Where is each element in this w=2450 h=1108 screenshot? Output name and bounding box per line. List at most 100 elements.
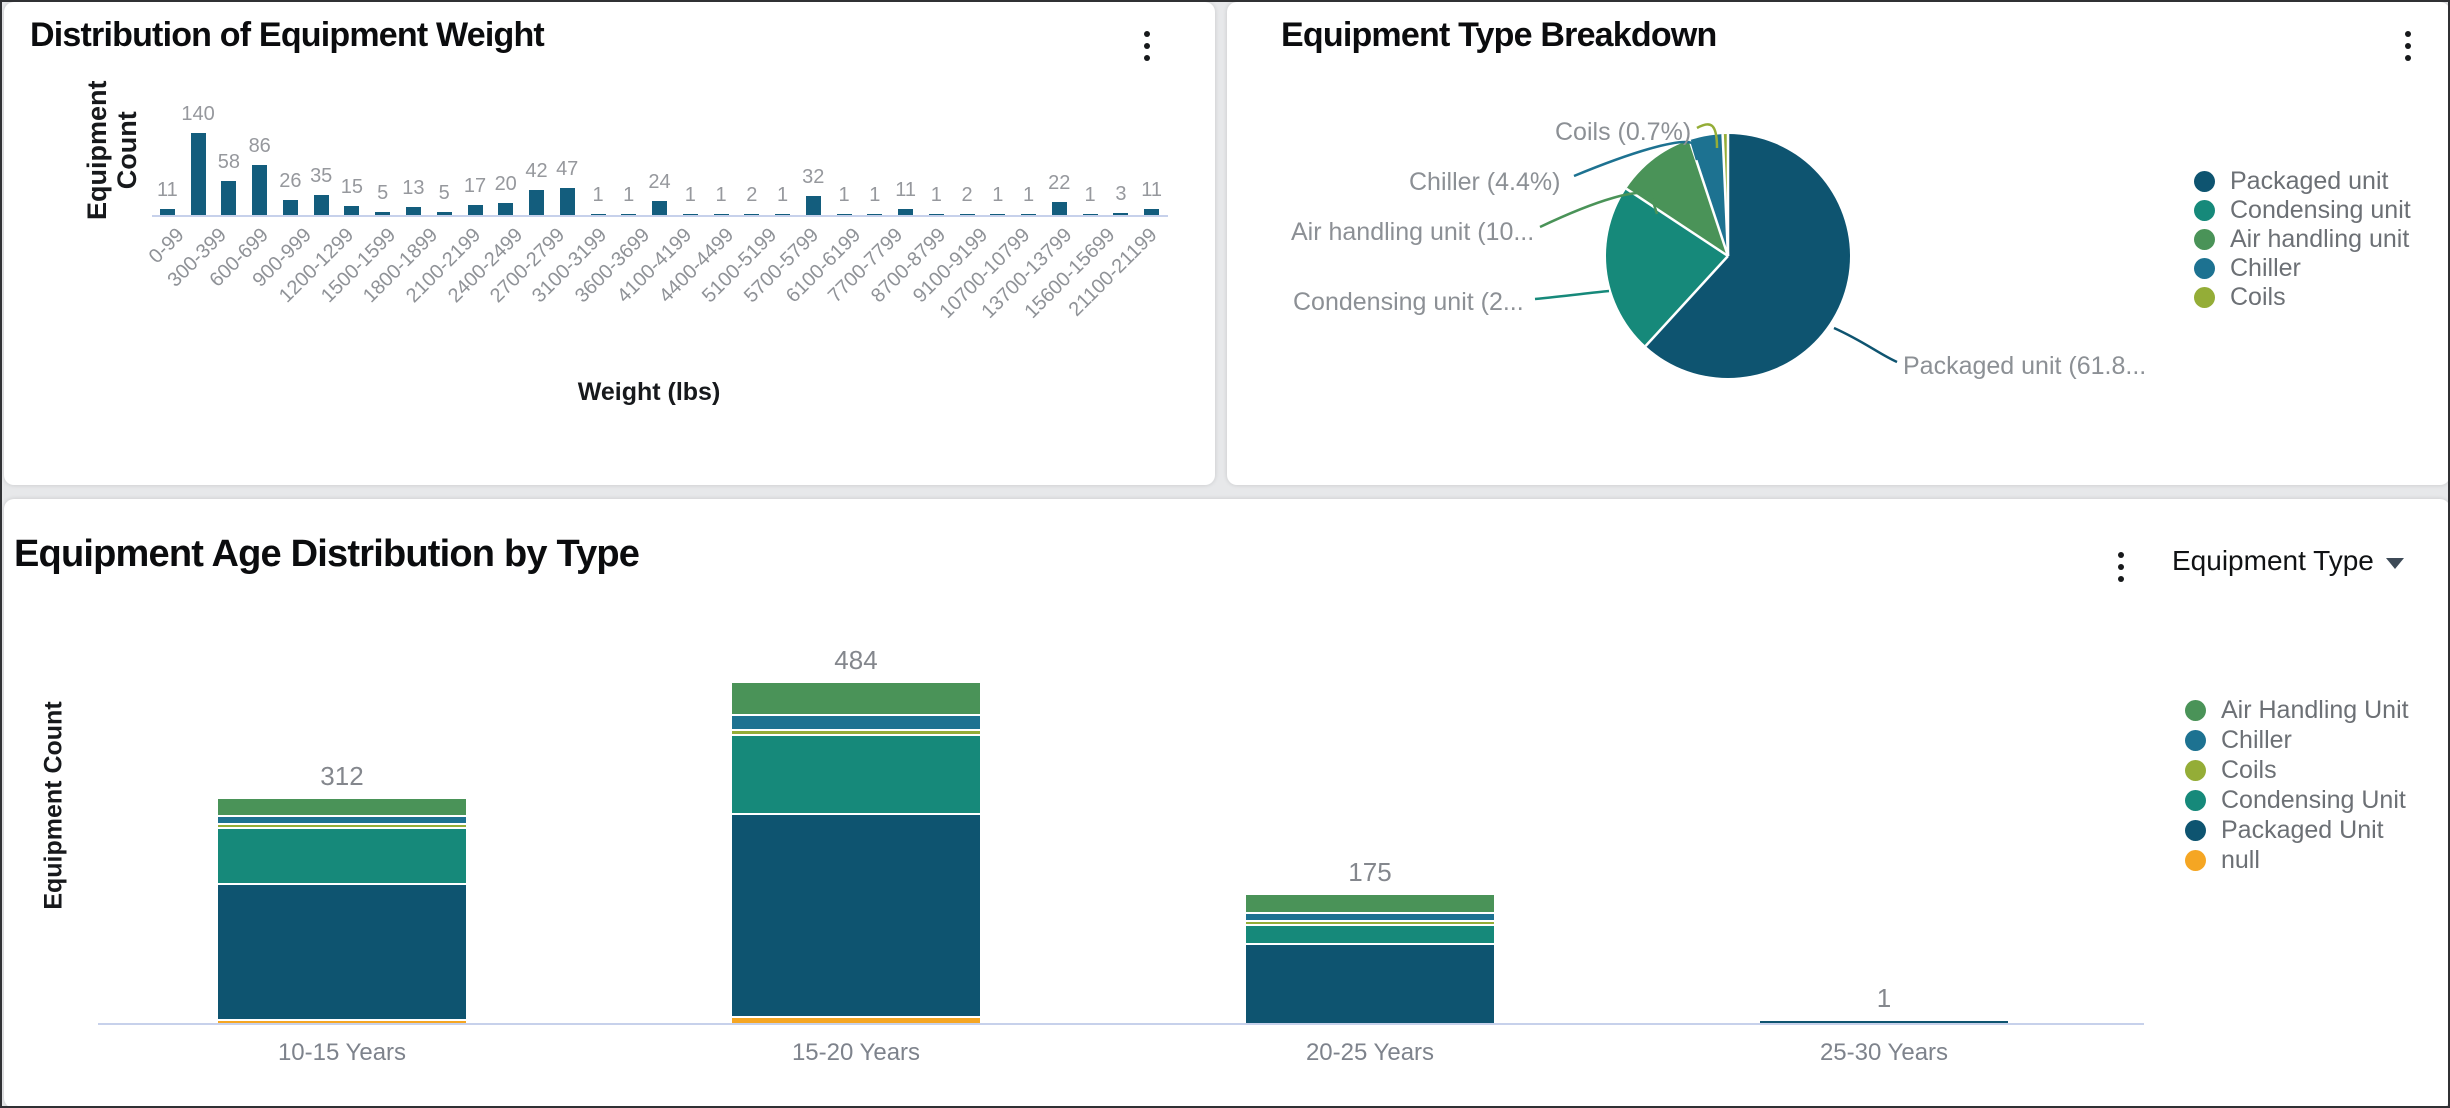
legend-item[interactable]: Condensing unit	[2194, 196, 2411, 225]
age-bar-segment-air-handling-unit[interactable]	[218, 798, 466, 815]
age-stacked-bar[interactable]	[218, 798, 466, 1023]
legend-swatch-icon	[2194, 171, 2215, 192]
age-bar-total-label: 312	[320, 760, 364, 791]
age-y-axis-label: Equipment Count	[39, 701, 68, 910]
weight-bar-value-label: 26	[279, 169, 302, 192]
legend-item[interactable]: Chiller	[2185, 725, 2409, 755]
weight-bar-value-label: 15	[340, 176, 364, 199]
legend-item[interactable]: null	[2185, 845, 2409, 875]
weight-bar[interactable]	[805, 196, 821, 215]
weight-bar-value-label: 24	[648, 170, 671, 193]
legend-item[interactable]: Air Handling Unit	[2185, 695, 2409, 725]
weight-bar[interactable]	[621, 213, 637, 215]
weight-bar[interactable]	[159, 208, 175, 215]
equipment-type-dropdown[interactable]: Equipment Type	[2172, 545, 2404, 577]
equipment-type-dropdown-label: Equipment Type	[2172, 545, 2374, 576]
age-bar-segment-coils[interactable]	[218, 825, 466, 828]
age-bar-segment-coils[interactable]	[732, 731, 980, 734]
weight-bar[interactable]	[744, 213, 760, 215]
age-bar-segment-null[interactable]	[218, 1020, 466, 1023]
kebab-menu-icon[interactable]	[2395, 24, 2421, 68]
age-bar-segment-packaged-unit[interactable]	[732, 815, 980, 1017]
weight-bar[interactable]	[190, 133, 206, 215]
age-bar-segment-condensing-unit[interactable]	[732, 735, 980, 814]
equipment-type-pie[interactable]	[1606, 134, 1850, 378]
age-bar-segment-chiller[interactable]	[732, 716, 980, 730]
weight-chart-title: Distribution of Equipment Weight	[30, 16, 545, 54]
age-chart-title: Equipment Age Distribution by Type	[14, 533, 640, 575]
legend-item[interactable]: Packaged unit	[2194, 167, 2411, 196]
weight-bar[interactable]	[344, 206, 360, 215]
weight-bar[interactable]	[713, 213, 729, 215]
age-stacked-bar[interactable]	[1246, 895, 1494, 1023]
legend-label: Condensing Unit	[2221, 785, 2406, 814]
weight-bar[interactable]	[682, 213, 698, 215]
weight-bar[interactable]	[436, 212, 452, 215]
weight-bar[interactable]	[405, 207, 421, 215]
age-bar-segment-chiller[interactable]	[1246, 914, 1494, 920]
age-stacked-bar[interactable]	[732, 682, 980, 1023]
age-x-tick: 25-30 Years	[1819, 1039, 1949, 1066]
weight-bar-value-label: 2	[961, 183, 973, 206]
age-bar-total-label: 175	[1348, 857, 1392, 887]
weight-bar[interactable]	[559, 187, 575, 215]
kebab-menu-icon[interactable]	[2108, 545, 2134, 589]
kebab-menu-icon[interactable]	[1134, 24, 1160, 68]
legend-item[interactable]: Chiller	[2194, 254, 2411, 283]
weight-bar[interactable]	[1082, 213, 1098, 215]
weight-bar[interactable]	[928, 213, 944, 215]
weight-bar[interactable]	[221, 181, 237, 215]
weight-bar[interactable]	[652, 200, 667, 215]
legend-swatch-icon	[2185, 729, 2206, 751]
weight-bar[interactable]	[867, 213, 883, 215]
weight-bar[interactable]	[590, 213, 606, 215]
weight-bar-value-label: 1	[623, 183, 635, 206]
weight-bar[interactable]	[1021, 213, 1037, 215]
weight-bar[interactable]	[375, 212, 391, 215]
chevron-down-icon	[2385, 557, 2404, 569]
legend-item[interactable]: Packaged Unit	[2185, 815, 2409, 845]
age-bar-segment-condensing-unit[interactable]	[218, 829, 466, 883]
legend-label: Coils	[2230, 283, 2286, 311]
weight-bar-value-label: 1	[776, 183, 789, 206]
weight-bar[interactable]	[498, 203, 514, 215]
age-distribution-card: Equipment Age Distribution by Type Equip…	[4, 499, 2448, 1106]
pie-callout-packaged: Packaged unit (61.8...	[1903, 352, 2147, 380]
weight-bar[interactable]	[836, 213, 852, 215]
age-bar-segment-coils[interactable]	[1246, 921, 1494, 924]
age-bar-segment-packaged-unit[interactable]	[1246, 945, 1494, 1023]
legend-swatch-icon	[2185, 789, 2206, 811]
weight-bar[interactable]	[313, 194, 329, 215]
weight-bar[interactable]	[1051, 202, 1067, 215]
legend-item[interactable]: Condensing Unit	[2185, 785, 2409, 815]
weight-x-axis-title: Weight (lbs)	[577, 378, 721, 406]
age-bar-segment-air-handling-unit[interactable]	[732, 682, 980, 715]
weight-bar[interactable]	[1144, 208, 1160, 215]
weight-bar[interactable]	[529, 190, 544, 215]
age-bar-segment-packaged-unit[interactable]	[218, 884, 466, 1019]
weight-bar-value-label: 140	[181, 103, 215, 125]
legend-label: Coils	[2221, 755, 2277, 784]
weight-bar[interactable]	[467, 205, 483, 215]
weight-bar-value-label: 17	[463, 175, 487, 197]
weight-bar[interactable]	[1113, 213, 1129, 215]
legend-item[interactable]: Coils	[2194, 283, 2411, 312]
age-bar-segment-air-handling-unit[interactable]	[1246, 895, 1494, 913]
age-bar-segment-null[interactable]	[732, 1018, 980, 1023]
weight-bar[interactable]	[990, 213, 1006, 215]
weight-bar[interactable]	[898, 208, 914, 215]
age-bar-segment-chiller[interactable]	[218, 816, 466, 824]
weight-bar[interactable]	[959, 213, 975, 215]
age-stacked-bar[interactable]	[1760, 1021, 2008, 1023]
legend-label: Air Handling Unit	[2221, 695, 2409, 724]
weight-bar[interactable]	[252, 164, 268, 215]
weight-bar[interactable]	[775, 213, 790, 215]
weight-bar[interactable]	[282, 199, 298, 215]
age-bar-segment-condensing-unit[interactable]	[1246, 925, 1494, 944]
age-bar-segment-packaged-unit[interactable]	[1760, 1021, 2008, 1023]
weight-bar-value-label: 86	[248, 134, 271, 157]
legend-item[interactable]: Air handling unit	[2194, 225, 2411, 254]
weight-bar-value-label: 22	[1048, 172, 1071, 195]
legend-item[interactable]: Coils	[2185, 755, 2409, 785]
weight-bar-value-label: 1	[930, 183, 942, 206]
